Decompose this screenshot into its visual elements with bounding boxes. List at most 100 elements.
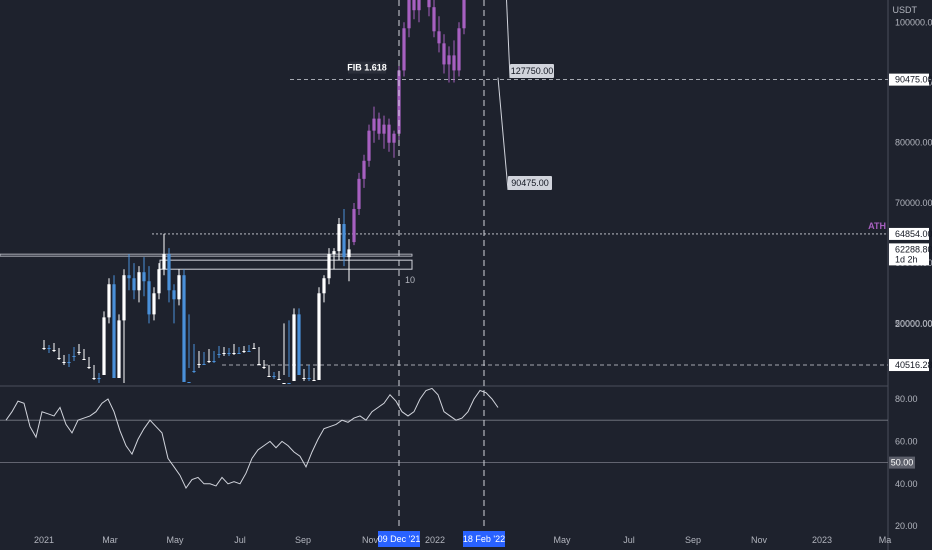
- time-axis-label: Jul: [234, 535, 246, 545]
- candle-body: [417, 0, 421, 11]
- candle-body: [217, 354, 221, 355]
- price-axis-tick-label: 50000.00: [895, 318, 932, 328]
- candle-body: [332, 251, 336, 255]
- candle-body: [52, 350, 56, 351]
- rsi-axis-tick-label: 20.00: [895, 521, 918, 531]
- price-axis-tick-label: 80000.00: [895, 138, 932, 148]
- price-line-box: [889, 227, 929, 240]
- support-zone-box: [159, 259, 413, 270]
- rsi-axis-tick-label: 60.00: [895, 436, 918, 446]
- time-axis-label: May: [553, 535, 571, 545]
- candle-body: [172, 290, 176, 300]
- price-line-box: [889, 73, 929, 86]
- candle-body: [257, 364, 261, 365]
- candle-body: [292, 314, 296, 381]
- candle-body: [247, 351, 251, 352]
- candle-body: [277, 379, 281, 380]
- callout-label: 90475.00: [511, 178, 549, 188]
- candle-body: [287, 383, 291, 384]
- candle-body: [237, 353, 241, 354]
- candle-body: [232, 353, 236, 354]
- time-axis-label: 2023: [812, 535, 832, 545]
- support-zone-note: 10: [405, 275, 415, 285]
- candle-body: [47, 348, 51, 349]
- candle-body: [372, 118, 376, 131]
- candle-body: [297, 314, 301, 375]
- candle-body: [242, 351, 246, 352]
- rsi-50-box-label: 50.00: [891, 458, 914, 468]
- ath-tag: ATH: [868, 221, 886, 231]
- candle-body: [137, 272, 141, 291]
- candle-body: [387, 124, 391, 143]
- time-axis-label: Jul: [623, 535, 635, 545]
- time-axis-label: Sep: [685, 535, 701, 545]
- candle-body: [82, 359, 86, 360]
- candle-body: [442, 43, 446, 65]
- time-marker-label: 18 Feb '22: [463, 534, 505, 544]
- price-line-box-label: 64854.00: [895, 229, 932, 239]
- callout-leader: [497, 77, 509, 191]
- candle-body: [452, 55, 456, 71]
- candle-body: [197, 364, 201, 365]
- candle-body: [362, 160, 366, 179]
- candle-body: [202, 364, 206, 365]
- candle-body: [302, 378, 306, 379]
- candle-body: [357, 178, 361, 209]
- candle-body: [162, 254, 166, 270]
- candle-body: [462, 0, 466, 29]
- candle-body: [412, 0, 416, 11]
- candle-body: [117, 320, 121, 378]
- candle-body: [402, 28, 406, 71]
- candle-body: [147, 281, 151, 315]
- candle-body: [62, 362, 66, 363]
- rsi-50-box: [889, 456, 915, 469]
- candle-body: [207, 361, 211, 362]
- candle-body: [322, 278, 326, 294]
- rsi-axis-tick-label: 40.00: [895, 479, 918, 489]
- current-price-box: [889, 243, 929, 266]
- candle-body: [432, 7, 436, 32]
- candle-body: [407, 0, 411, 29]
- candle-body: [87, 367, 91, 368]
- candle-body: [187, 382, 191, 383]
- candle-body: [427, 0, 431, 8]
- candle-body: [152, 293, 156, 315]
- time-axis-label: 2022: [425, 535, 445, 545]
- candle-body: [262, 367, 266, 368]
- rsi-axis-tick-label: 80.00: [895, 394, 918, 404]
- fib-label-box: [348, 61, 386, 74]
- time-marker-box: [378, 531, 420, 547]
- candle-body: [67, 362, 71, 363]
- price-axis-tick-label: 70000.00: [895, 198, 932, 208]
- time-axis-label: Ma: [879, 535, 892, 545]
- candle-body: [227, 353, 231, 354]
- time-marker-box: [463, 531, 505, 547]
- candle-body: [312, 380, 316, 381]
- candle-body: [252, 348, 256, 349]
- candle-body: [42, 348, 46, 349]
- candle-body: [267, 376, 271, 377]
- candle-body: [282, 383, 286, 384]
- candle-body: [97, 378, 101, 379]
- candle-body: [57, 358, 61, 359]
- candle-body: [132, 278, 136, 291]
- candle-body: [317, 293, 321, 380]
- candle-body: [72, 356, 76, 357]
- candle-body: [307, 378, 311, 379]
- candle-body: [352, 208, 356, 243]
- candle-body: [447, 55, 451, 65]
- rsi-line: [5, 387, 499, 490]
- time-marker-label: 09 Dec '21: [378, 534, 421, 544]
- price-axis-currency-label: USDT: [893, 5, 918, 15]
- candle-body: [142, 272, 146, 282]
- time-axis-label: May: [166, 535, 184, 545]
- candle-body: [222, 353, 226, 354]
- candle-body: [437, 31, 441, 44]
- candle-body: [177, 275, 181, 300]
- candle-body: [167, 254, 171, 291]
- price-line-box: [889, 359, 929, 372]
- candle-body: [457, 28, 461, 71]
- candle-body: [377, 118, 381, 134]
